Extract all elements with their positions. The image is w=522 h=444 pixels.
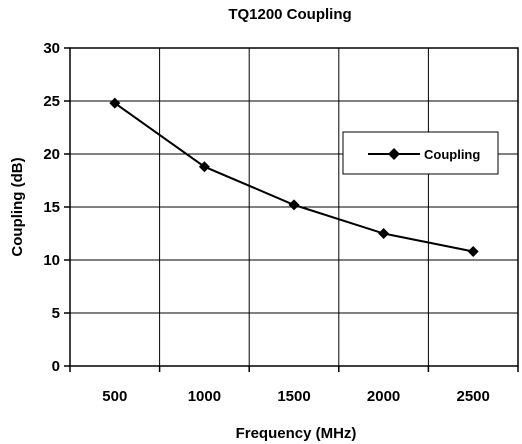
legend: Coupling — [342, 131, 499, 175]
data-point — [109, 97, 121, 109]
legend-label-coupling: Coupling — [424, 147, 480, 162]
data-point — [467, 246, 479, 258]
chart-title: TQ1200 Coupling — [228, 6, 351, 23]
y-axis-label: Coupling (dB) — [9, 157, 26, 256]
x-tick-label: 2000 — [367, 388, 400, 405]
x-tick-label: 1000 — [188, 388, 221, 405]
y-tick-label: 30 — [43, 40, 60, 57]
y-tick-label: 20 — [43, 146, 60, 163]
x-axis-ticks: 500 1000 1500 2000 2500 — [69, 366, 519, 405]
x-tick-label: 500 — [102, 388, 127, 405]
series-layer — [109, 97, 479, 258]
legend-marker-diamond — [388, 148, 400, 160]
x-tick-label: 1500 — [277, 388, 310, 405]
x-axis-label: Frequency (MHz) — [236, 425, 357, 442]
data-point — [198, 161, 210, 173]
gridlines — [70, 48, 518, 366]
y-tick-label: 0 — [52, 358, 60, 375]
data-point — [288, 199, 300, 211]
data-point — [378, 228, 390, 239]
y-axis-ticks: 0 5 10 15 20 25 30 — [43, 40, 70, 375]
y-tick-label: 15 — [43, 199, 60, 216]
y-tick-label: 10 — [43, 252, 60, 269]
y-tick-label: 5 — [52, 305, 60, 322]
y-tick-label: 25 — [43, 93, 60, 110]
x-tick-label: 2500 — [457, 388, 490, 405]
